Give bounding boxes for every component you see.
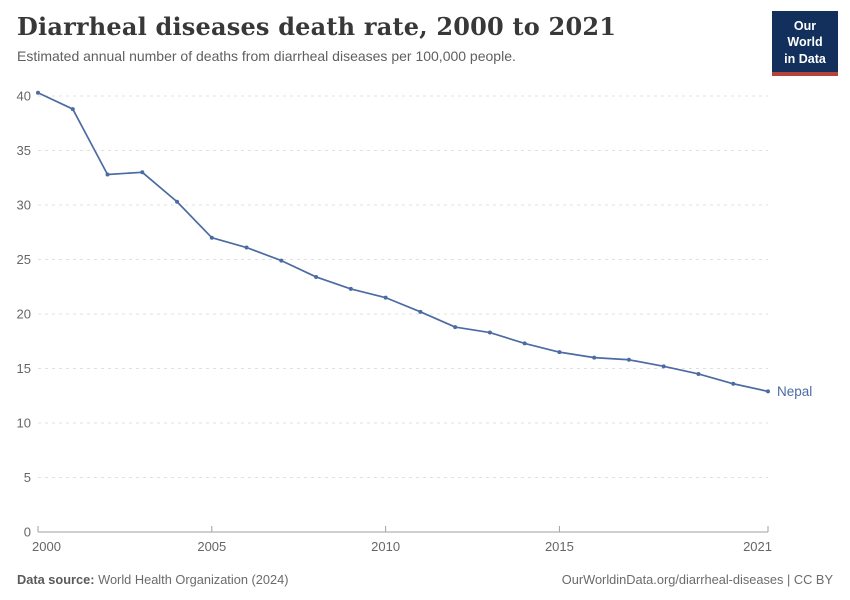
data-point-2007[interactable]: [279, 258, 284, 263]
series-label-nepal[interactable]: Nepal: [777, 384, 812, 399]
data-point-2003[interactable]: [140, 170, 145, 175]
y-axis-label-15: 15: [17, 361, 31, 376]
chart-footer: Data source: World Health Organization (…: [17, 572, 833, 587]
x-axis-label-2000: 2000: [32, 539, 61, 554]
data-point-2005[interactable]: [209, 235, 214, 240]
data-point-2012[interactable]: [453, 325, 458, 330]
x-axis-label-2015: 2015: [545, 539, 574, 554]
y-axis-label-20: 20: [17, 307, 31, 322]
data-point-2004[interactable]: [175, 199, 180, 204]
y-axis-label-35: 35: [17, 143, 31, 158]
data-point-2018[interactable]: [661, 364, 666, 369]
data-point-2009[interactable]: [348, 286, 353, 291]
series-line-nepal[interactable]: [37, 91, 769, 393]
data-point-2014[interactable]: [522, 341, 527, 346]
data-point-2008[interactable]: [314, 274, 319, 279]
owid-logo-line2: in Data: [784, 51, 826, 66]
chart-title: Diarrheal diseases death rate, 2000 to 2…: [17, 12, 617, 41]
data-point-2013[interactable]: [487, 330, 492, 335]
owid-link[interactable]: OurWorldinData.org/diarrheal-diseases | …: [561, 572, 833, 587]
x-axis-label-2021: 2021: [743, 539, 772, 554]
chart-header: Diarrheal diseases death rate, 2000 to 2…: [17, 12, 740, 65]
data-point-2001[interactable]: [70, 107, 75, 112]
data-point-2016[interactable]: [592, 355, 597, 360]
owid-logo-line1: Our World: [787, 19, 823, 50]
data-point-2011[interactable]: [418, 309, 423, 314]
y-axis-label-25: 25: [17, 252, 31, 267]
data-source-value: World Health Organization (2024): [98, 572, 289, 587]
y-axis-label-40: 40: [17, 89, 31, 104]
data-point-2015[interactable]: [557, 350, 562, 355]
data-point-2017[interactable]: [626, 357, 631, 362]
chart-subtitle: Estimated annual number of deaths from d…: [17, 47, 516, 64]
data-point-2006[interactable]: [244, 245, 249, 250]
data-point-2002[interactable]: [105, 172, 110, 177]
x-axis-label-2010: 2010: [371, 539, 400, 554]
data-point-2021[interactable]: [766, 389, 770, 394]
y-axis-label-30: 30: [17, 198, 31, 213]
data-source-label: Data source:: [17, 572, 95, 587]
y-axis-label-10: 10: [17, 416, 31, 431]
data-point-2010[interactable]: [383, 295, 388, 300]
owid-logo[interactable]: Our World in Data: [772, 11, 838, 76]
x-axis-label-2005: 2005: [197, 539, 226, 554]
data-point-2020[interactable]: [731, 381, 736, 386]
y-axis-label-5: 5: [24, 470, 31, 485]
data-source: Data source: World Health Organization (…: [17, 572, 289, 587]
data-point-2000[interactable]: [36, 90, 40, 95]
y-axis-label-0: 0: [24, 525, 31, 540]
data-point-2019[interactable]: [696, 371, 701, 376]
